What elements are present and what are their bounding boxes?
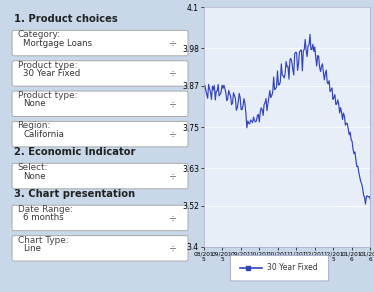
Text: Date Range:: Date Range:: [18, 205, 73, 214]
Text: ÷: ÷: [169, 171, 177, 181]
Text: California: California: [24, 130, 64, 139]
Text: ÷: ÷: [169, 38, 177, 48]
FancyBboxPatch shape: [12, 205, 188, 231]
Text: 3. Chart presentation: 3. Chart presentation: [13, 190, 135, 199]
Text: None: None: [24, 99, 46, 108]
Text: None: None: [24, 172, 46, 180]
Text: Category:: Category:: [18, 30, 61, 39]
Text: Select:: Select:: [18, 163, 48, 172]
Text: 6 months: 6 months: [24, 213, 64, 223]
Text: 2. Economic Indicator: 2. Economic Indicator: [13, 147, 135, 157]
FancyBboxPatch shape: [12, 61, 188, 86]
Text: Line: Line: [24, 244, 42, 253]
Text: 30 Year Fixed: 30 Year Fixed: [24, 69, 81, 78]
Text: ÷: ÷: [169, 129, 177, 139]
FancyBboxPatch shape: [12, 163, 188, 189]
FancyBboxPatch shape: [230, 256, 329, 281]
Text: ÷: ÷: [169, 68, 177, 79]
FancyBboxPatch shape: [12, 236, 188, 261]
FancyBboxPatch shape: [12, 121, 188, 147]
Text: Product type:: Product type:: [18, 61, 77, 70]
Text: 30 Year Fixed: 30 Year Fixed: [267, 263, 318, 272]
Text: Region:: Region:: [18, 121, 51, 131]
Text: ÷: ÷: [169, 99, 177, 109]
Text: ÷: ÷: [169, 243, 177, 253]
Text: Product type:: Product type:: [18, 91, 77, 100]
Text: 1. Product choices: 1. Product choices: [13, 15, 117, 25]
FancyBboxPatch shape: [12, 91, 188, 117]
Text: Chart Type:: Chart Type:: [18, 236, 68, 245]
Text: Mortgage Loans: Mortgage Loans: [24, 39, 93, 48]
FancyBboxPatch shape: [12, 30, 188, 56]
Text: ÷: ÷: [169, 213, 177, 223]
